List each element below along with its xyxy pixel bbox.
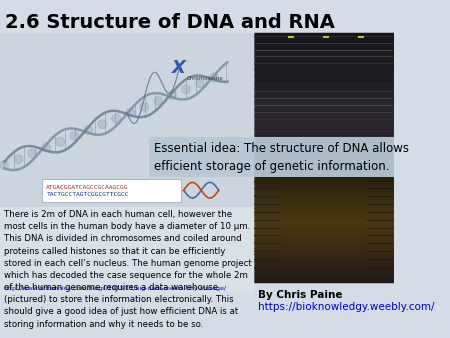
Text: X: X bbox=[172, 59, 186, 77]
Circle shape bbox=[70, 131, 79, 140]
Text: Essential idea: The structure of DNA allows
efficient storage of genetic informa: Essential idea: The structure of DNA all… bbox=[154, 142, 409, 173]
Text: https://bioknowledgy.weebly.com/: https://bioknowledgy.weebly.com/ bbox=[258, 303, 435, 312]
FancyBboxPatch shape bbox=[0, 33, 254, 294]
Circle shape bbox=[140, 102, 148, 111]
Circle shape bbox=[28, 149, 37, 158]
Circle shape bbox=[168, 91, 176, 99]
Circle shape bbox=[196, 79, 204, 88]
Text: ATGACGGATCAGCCGCAAGCGG: ATGACGGATCAGCCGCAAGCGG bbox=[46, 185, 129, 190]
FancyBboxPatch shape bbox=[42, 179, 181, 201]
Circle shape bbox=[0, 161, 9, 169]
Text: http://www.britannica.com/blogs/2013/11/big-data-meets-tiny-storage/: http://www.britannica.com/blogs/2013/11/… bbox=[4, 286, 226, 291]
Text: 2.6 Structure of DNA and RNA: 2.6 Structure of DNA and RNA bbox=[5, 13, 335, 32]
FancyBboxPatch shape bbox=[148, 137, 394, 177]
FancyBboxPatch shape bbox=[288, 179, 346, 257]
Circle shape bbox=[42, 143, 51, 152]
Circle shape bbox=[126, 108, 135, 117]
Text: Chromosome: Chromosome bbox=[186, 76, 223, 81]
Circle shape bbox=[154, 97, 162, 105]
Circle shape bbox=[84, 126, 93, 135]
FancyBboxPatch shape bbox=[0, 207, 254, 294]
Circle shape bbox=[98, 120, 107, 128]
FancyBboxPatch shape bbox=[254, 283, 394, 294]
Text: By Chris Paine: By Chris Paine bbox=[258, 290, 342, 300]
Text: There is 2m of DNA in each human cell, however the
most cells in the human body : There is 2m of DNA in each human cell, h… bbox=[4, 210, 252, 329]
FancyBboxPatch shape bbox=[0, 0, 394, 33]
Circle shape bbox=[56, 137, 65, 146]
Circle shape bbox=[210, 73, 218, 82]
Text: TACTGCCTAGTCGGCGTTCGCC: TACTGCCTAGTCGGCGTTCGCC bbox=[46, 192, 129, 197]
Circle shape bbox=[14, 155, 22, 164]
Circle shape bbox=[112, 114, 121, 123]
Circle shape bbox=[182, 85, 190, 94]
